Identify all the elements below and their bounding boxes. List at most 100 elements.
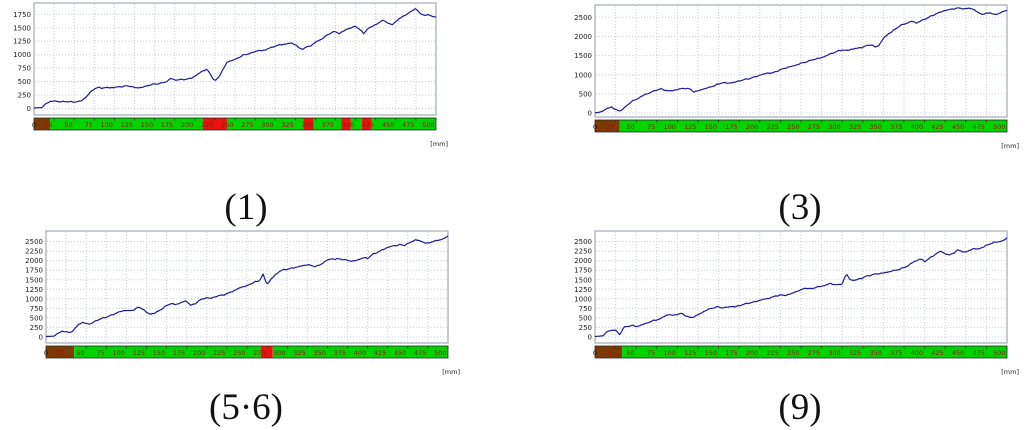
y-tick-label: 1000 (574, 295, 592, 303)
profile-line (45, 235, 449, 338)
line-chart-9: 0250500750100012501500175020002250250025… (574, 230, 1019, 376)
x-tick-label: 250 (221, 121, 233, 129)
x-tick-label: 50 (626, 123, 634, 131)
bar-segment-brown (46, 346, 75, 358)
x-tick-label: 500 (993, 349, 1005, 357)
x-tick-label: 250 (233, 349, 245, 357)
x-origin-label: 0 (32, 121, 36, 129)
y-tick-label: 2000 (574, 33, 592, 41)
x-tick-label: 175 (173, 349, 185, 357)
bar-segment-green (622, 346, 1007, 358)
x-tick-label: 400 (911, 123, 923, 131)
chart-panel-5-6: 0 250 500 750 1000 1250 1500 1750 2000 2250 2500 25… (12, 228, 464, 380)
y-tick-label: 1250 (25, 286, 43, 294)
x-tick-label: 400 (911, 349, 923, 357)
x-origin-label: 0 (593, 349, 597, 357)
x-origin-label: 0 (44, 349, 48, 357)
x-tick-label: 150 (153, 349, 165, 357)
x-tick-label: 475 (972, 349, 984, 357)
x-tick-label: 425 (362, 121, 374, 129)
y-tick-label: 0 (39, 333, 43, 341)
x-tick-label: 325 (849, 349, 861, 357)
plot-area (45, 230, 449, 344)
x-tick-label: 425 (374, 349, 386, 357)
x-tick-label: 175 (161, 121, 173, 129)
x-tick-label: 50 (64, 121, 72, 129)
chart-caption-3: (3) (778, 187, 822, 228)
unit-label: [mm] (430, 140, 448, 148)
x-tick-label: 200 (181, 121, 193, 129)
x-tick-label: 50 (76, 349, 84, 357)
y-tick-label: 500 (18, 78, 31, 86)
x-tick-label: 25 (44, 121, 52, 129)
x-tick-label: 100 (663, 349, 675, 357)
x-tick-label: 150 (705, 349, 717, 357)
x-tick-label: 75 (97, 349, 105, 357)
x-tick-label: 50 (626, 349, 634, 357)
line-chart-5-6: 0250500750100012501500175020002250250025… (25, 230, 460, 376)
chart-panel-3: 0 500 1000 1500 2000 2500 25 50 75 100 125 150 175 20… (561, 2, 1023, 154)
bar-segment-red (362, 118, 372, 130)
x-origin-label: 0 (593, 123, 597, 131)
x-tick-label: 275 (808, 349, 820, 357)
y-tick-label: 1000 (574, 71, 592, 79)
x-tick-label: 375 (890, 349, 902, 357)
y-tick-label: 250 (579, 324, 592, 332)
chart-caption-9: (9) (778, 387, 822, 428)
x-tick-label: 450 (952, 123, 964, 131)
x-tick-label: 150 (141, 121, 153, 129)
y-tick-label: 500 (579, 90, 592, 98)
y-tick-label: 2250 (574, 248, 592, 256)
y-tick-label: 0 (27, 105, 31, 113)
x-tick-label: 250 (787, 349, 799, 357)
y-tick-label: 2000 (25, 257, 43, 265)
y-tick-label: 0 (588, 333, 592, 341)
x-tick-label: 325 (849, 123, 861, 131)
profile-line (594, 237, 1008, 338)
unit-label: [mm] (1001, 142, 1019, 150)
x-tick-label: 25 (56, 349, 64, 357)
x-tick-label: 75 (85, 121, 93, 129)
y-tick-label: 1750 (13, 11, 31, 19)
x-tick-label: 325 (281, 121, 293, 129)
y-tick-label: 750 (18, 65, 31, 73)
x-tick-label: 400 (354, 349, 366, 357)
x-tick-label: 425 (931, 123, 943, 131)
x-tick-label: 200 (746, 349, 758, 357)
y-tick-label: 0 (588, 110, 592, 118)
x-tick-label: 125 (121, 121, 133, 129)
x-tick-label: 125 (133, 349, 145, 357)
profile-line (33, 8, 437, 109)
bar-segment-green (74, 346, 261, 358)
y-tick-label: 1500 (13, 24, 31, 32)
x-tick-label: 300 (828, 123, 840, 131)
x-tick-label: 250 (787, 123, 799, 131)
x-tick-label: 500 (422, 121, 434, 129)
y-tick-label: 1000 (25, 295, 43, 303)
x-tick-label: 225 (766, 123, 778, 131)
x-tick-label: 375 (890, 123, 902, 131)
x-tick-label: 300 (261, 121, 273, 129)
x-tick-label: 375 (334, 349, 346, 357)
chart-panel-9: 0 250 500 750 1000 1250 1500 1750 2000 2250 2500 25… (561, 228, 1023, 380)
x-tick-label: 450 (394, 349, 406, 357)
unit-label: [mm] (1001, 368, 1019, 376)
x-tick-label: 500 (434, 349, 446, 357)
bar-segment-red (202, 118, 227, 130)
x-tick-label: 300 (273, 349, 285, 357)
bar-segment-green (226, 118, 304, 130)
y-tick-label: 750 (30, 305, 43, 313)
bar-segment-brown (595, 120, 620, 132)
x-tick-label: 275 (253, 349, 265, 357)
y-tick-label: 2000 (574, 257, 592, 265)
y-tick-label: 1750 (25, 267, 43, 275)
x-tick-label: 100 (663, 123, 675, 131)
bar-segment-red (260, 346, 273, 358)
plot-area (594, 4, 1008, 118)
x-tick-label: 350 (869, 123, 881, 131)
bar-segment-red (303, 118, 314, 130)
y-tick-label: 1250 (13, 38, 31, 46)
x-tick-label: 450 (382, 121, 394, 129)
